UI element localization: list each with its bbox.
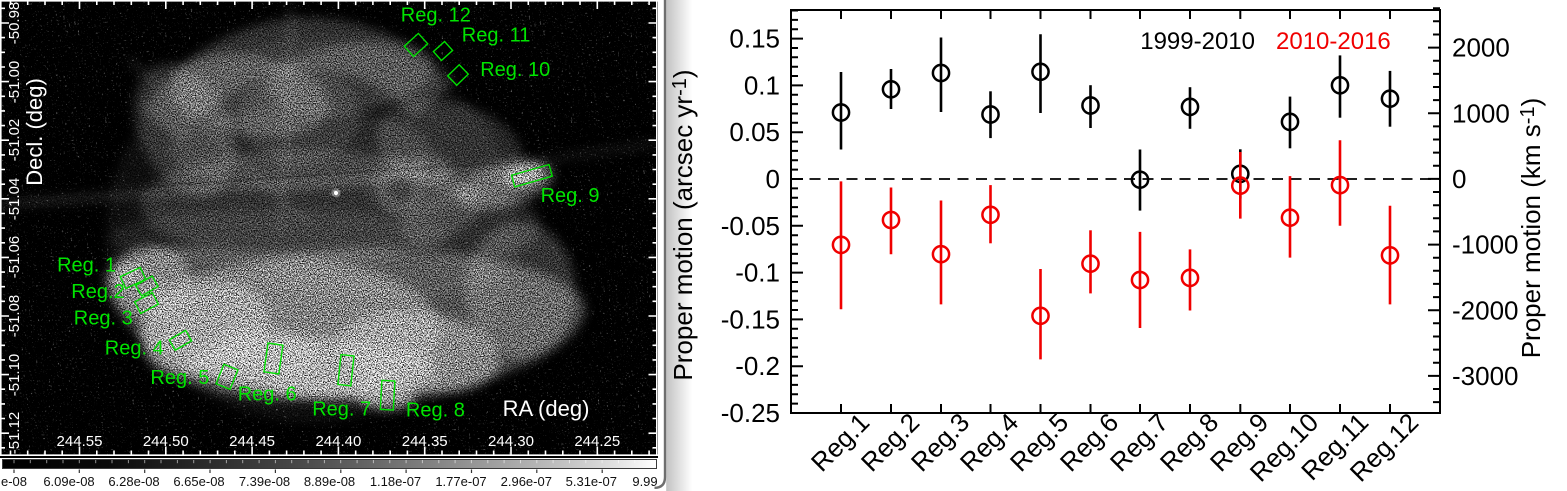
svg-text:1000: 1000 [1452,98,1510,128]
svg-text:-51.06: -51.06 [6,236,23,279]
svg-text:0.1: 0.1 [744,70,780,100]
svg-text:2000: 2000 [1452,33,1510,63]
svg-text:RA (deg): RA (deg) [503,396,590,421]
svg-text:Reg. 10: Reg. 10 [480,59,550,81]
svg-text:Proper motion (arcsec yr-1): Proper motion (arcsec yr-1) [668,69,698,380]
svg-text:-51.04: -51.04 [6,178,23,221]
svg-text:Reg. 9: Reg. 9 [541,185,600,207]
svg-text:244.55: 244.55 [57,433,103,450]
svg-text:-1000: -1000 [1452,230,1519,260]
svg-text:Reg. 4: Reg. 4 [105,338,164,360]
svg-text:-0.05: -0.05 [721,211,780,241]
svg-text:244.35: 244.35 [402,433,448,450]
svg-text:244.45: 244.45 [229,433,275,450]
svg-text:-3000: -3000 [1452,361,1519,391]
svg-text:Reg. 3: Reg. 3 [74,308,133,330]
svg-text:-51.08: -51.08 [6,295,23,338]
svg-text:-0.25: -0.25 [721,398,780,428]
svg-text:Reg. 5: Reg. 5 [150,367,209,389]
svg-text:Reg. 12: Reg. 12 [401,5,471,27]
svg-text:-50.98: -50.98 [6,2,23,45]
svg-text:Reg. 6: Reg. 6 [238,384,297,406]
svg-text:0: 0 [1452,164,1466,194]
svg-text:-0.2: -0.2 [735,351,780,381]
svg-text:244.30: 244.30 [488,433,534,450]
svg-text:-0.1: -0.1 [735,258,780,288]
svg-text:0.15: 0.15 [729,24,780,54]
svg-text:-51.00: -51.00 [6,61,23,104]
svg-text:-51.02: -51.02 [6,119,23,162]
svg-text:-51.10: -51.10 [6,354,23,397]
svg-text:-2000: -2000 [1452,295,1519,325]
svg-text:244.50: 244.50 [143,433,189,450]
svg-text:Reg. 11: Reg. 11 [462,25,531,47]
svg-text:-51.12: -51.12 [6,412,23,455]
svg-text:0: 0 [766,164,780,194]
svg-text:1999-2010: 1999-2010 [1140,28,1255,55]
svg-text:Decl. (deg): Decl. (deg) [22,78,47,186]
svg-text:244.25: 244.25 [574,433,620,450]
svg-text:-0.15: -0.15 [721,304,780,334]
svg-text:Reg. 1: Reg. 1 [57,255,116,277]
svg-text:2010-2016: 2010-2016 [1276,28,1391,55]
svg-text:Reg.2: Reg.2 [71,281,124,303]
svg-text:0.05: 0.05 [729,117,780,147]
svg-text:Reg. 7: Reg. 7 [312,399,371,421]
svg-text:Proper motion (km s-1): Proper motion (km s-1) [1516,98,1546,359]
svg-text:Reg. 8: Reg. 8 [406,400,465,422]
svg-text:244.40: 244.40 [315,433,361,450]
